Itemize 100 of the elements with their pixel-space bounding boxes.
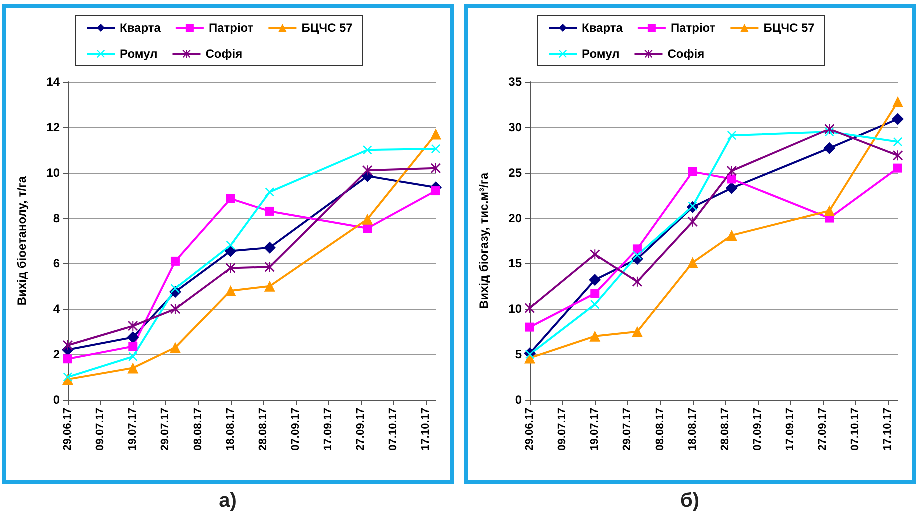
x-tick-label: 08.08.17 (654, 408, 666, 451)
point (128, 321, 138, 332)
point (170, 284, 180, 294)
point (632, 326, 643, 338)
point (590, 300, 600, 310)
point (430, 128, 442, 140)
y-tick-label: 12 (46, 120, 60, 134)
point (128, 342, 138, 352)
x-tick-label: 29.06.17 (524, 408, 536, 451)
point (893, 150, 903, 161)
text: б) (679, 490, 700, 513)
y-tick-label: 30 (508, 120, 522, 134)
y-tick-label: 15 (508, 256, 522, 271)
point (128, 362, 139, 374)
point (170, 256, 180, 266)
x-tick-label: 17.09.17 (322, 408, 335, 451)
text: а) (218, 490, 238, 513)
point (687, 257, 698, 268)
point (431, 163, 441, 174)
y-tick-label: 6 (53, 256, 60, 271)
y-tick-label: 2 (53, 348, 60, 362)
x-tick-label: 29.06.17 (62, 408, 74, 451)
point (590, 250, 600, 260)
y-tick-label: 8 (53, 211, 60, 226)
legend-label: БЦЧС 57 (302, 21, 354, 35)
y-axis-title: Вихід біоетанолу, т/га (15, 176, 29, 306)
legend-label: БЦЧС 57 (764, 21, 816, 35)
point (894, 164, 902, 173)
y-tick-label: 20 (508, 211, 522, 226)
x-tick-label: 07.09.17 (752, 408, 764, 451)
point (824, 124, 835, 134)
x-tick-label: 19.07.17 (127, 408, 140, 451)
y-tick-label: 4 (53, 302, 60, 316)
x-tick-label: 29.07.17 (160, 408, 172, 451)
x-tick-label: 17.10.17 (882, 408, 894, 451)
legend-label: Софія (668, 47, 705, 61)
point (525, 303, 535, 314)
legend-label: Патріот (208, 21, 254, 35)
x-tick-label: 09.07.17 (556, 408, 569, 451)
point (590, 330, 601, 342)
legend-label: Кварта (120, 21, 162, 35)
point (590, 289, 600, 298)
point (265, 206, 274, 216)
y-tick-label: 35 (508, 75, 522, 89)
point (226, 241, 236, 250)
y-tick-label: 0 (515, 393, 522, 407)
point (362, 214, 374, 225)
point (824, 206, 836, 217)
point (63, 340, 73, 350)
x-tick-label: 27.09.17 (355, 408, 368, 451)
x-tick-label: 07.10.17 (388, 408, 400, 451)
x-tick-label: 18.08.17 (686, 408, 699, 451)
y-tick-label: 14 (46, 75, 60, 89)
point (726, 230, 738, 242)
point (226, 194, 236, 204)
legend-label: Ромул (582, 47, 620, 61)
point (727, 131, 736, 140)
legend-label: Софія (206, 47, 243, 61)
point (64, 372, 72, 382)
point (727, 174, 736, 184)
point (363, 146, 372, 155)
point (265, 188, 274, 197)
x-tick-label: 07.10.17 (850, 408, 862, 451)
y-tick-label: 10 (508, 302, 522, 316)
point (225, 285, 236, 296)
point (589, 274, 602, 286)
point (170, 342, 181, 354)
point (226, 263, 236, 274)
point (892, 113, 904, 126)
point (632, 244, 642, 254)
y-tick-label: 25 (508, 166, 522, 180)
point (688, 167, 698, 176)
point (170, 304, 180, 314)
point (632, 276, 642, 287)
x-tick-label: 17.09.17 (784, 408, 797, 451)
legend-label: Ромул (120, 47, 158, 61)
point (726, 182, 738, 194)
point (688, 216, 698, 227)
x-tick-label: 27.09.17 (817, 408, 830, 451)
point (264, 280, 276, 292)
legend-label: Патріот (670, 21, 716, 35)
x-tick-label: 19.07.17 (589, 408, 602, 451)
x-tick-label: 28.08.17 (257, 408, 270, 451)
point (688, 202, 698, 211)
point (726, 166, 737, 176)
x-tick-label: 28.08.17 (719, 408, 732, 451)
x-tick-label: 09.07.17 (94, 408, 107, 451)
x-tick-label: 08.08.17 (192, 408, 204, 451)
y-tick-label: 0 (53, 393, 60, 407)
y-tick-label: 5 (515, 348, 522, 362)
point (264, 262, 275, 272)
x-tick-label: 18.08.17 (224, 408, 237, 451)
x-tick-label: 17.10.17 (420, 408, 432, 451)
x-tick-label: 29.07.17 (622, 408, 634, 451)
point (526, 322, 534, 332)
point (64, 354, 72, 364)
x-tick-label: 07.09.17 (290, 408, 302, 451)
legend-label: Кварта (582, 21, 624, 35)
point (128, 352, 138, 362)
point (264, 242, 276, 254)
